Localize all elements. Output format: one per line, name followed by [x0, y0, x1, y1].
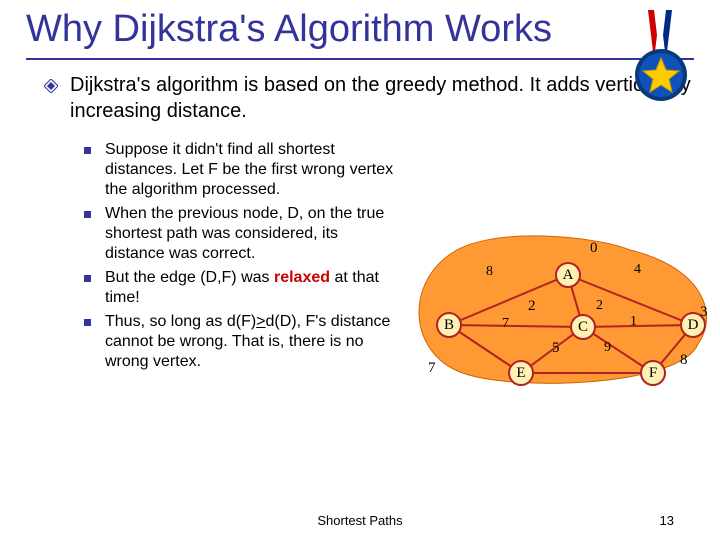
diamond-bullet-icon: [44, 79, 58, 93]
sub-bullet: When the previous node, D, on the true s…: [84, 204, 395, 264]
relaxed-word: relaxed: [274, 269, 330, 286]
sub-bullet-text: Thus, so long as d(F)>d(D), F's distance…: [105, 312, 395, 372]
edge-weight: 4: [634, 262, 641, 278]
graph-node-A: A: [555, 262, 581, 288]
slide-title: Why Dijkstra's Algorithm Works: [0, 0, 720, 52]
node-distance-F: 8: [680, 352, 688, 369]
title-underline: [26, 58, 694, 60]
footer-text: Shortest Paths: [0, 513, 720, 528]
sub-bullet-list: Suppose it didn't find all shortest dist…: [0, 134, 395, 372]
square-bullet-icon: [84, 147, 91, 154]
node-distance-B: 7: [428, 360, 436, 377]
main-bullet-text: Dijkstra's algorithm is based on the gre…: [70, 72, 694, 124]
graph-node-F: F: [640, 360, 666, 386]
square-bullet-icon: [84, 319, 91, 326]
graph-node-E: E: [508, 360, 534, 386]
edge-weight: 8: [486, 264, 493, 280]
medal-icon: [630, 10, 692, 120]
graph-node-C: C: [570, 314, 596, 340]
node-distance-C: 2: [528, 298, 536, 315]
edge-weight: 1: [630, 314, 637, 330]
main-bullet: Dijkstra's algorithm is based on the gre…: [0, 70, 720, 134]
node-distance-D: 3: [700, 304, 708, 321]
graph-node-B: B: [436, 312, 462, 338]
sub-bullet: But the edge (D,F) was relaxed at that t…: [84, 268, 395, 308]
sub-bullet-text: Suppose it didn't find all shortest dist…: [105, 140, 395, 200]
graph-diagram: 824719A0B7C2D3E5F8: [400, 232, 720, 432]
edge-weight: 9: [604, 340, 611, 356]
sub-bullet: Thus, so long as d(F)>d(D), F's distance…: [84, 312, 395, 372]
node-distance-A: 0: [590, 240, 598, 257]
square-bullet-icon: [84, 275, 91, 282]
sub-bullet: Suppose it didn't find all shortest dist…: [84, 140, 395, 200]
page-number: 13: [660, 513, 674, 528]
node-distance-E: 5: [552, 340, 560, 357]
sub-bullet-text: When the previous node, D, on the true s…: [105, 204, 395, 264]
edge-weight: 7: [502, 316, 509, 332]
sub-bullet-text: But the edge (D,F) was relaxed at that t…: [105, 268, 395, 308]
edge-weight: 2: [596, 298, 603, 314]
square-bullet-icon: [84, 211, 91, 218]
